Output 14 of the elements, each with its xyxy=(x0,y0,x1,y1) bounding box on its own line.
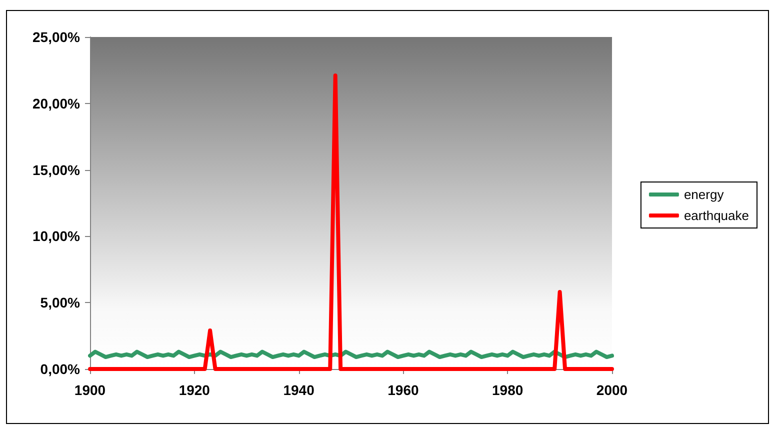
y-tick-label: 25,00% xyxy=(32,29,81,45)
legend-label: earthquake xyxy=(684,208,750,223)
y-tick-label: 0,00% xyxy=(40,361,81,377)
x-tick-label: 2000 xyxy=(596,382,628,398)
y-tick-label: 10,00% xyxy=(32,228,81,244)
x-tick-label: 1980 xyxy=(492,382,524,398)
legend-label: energy xyxy=(684,187,724,202)
x-tick-label: 1960 xyxy=(388,382,419,398)
y-tick-label: 15,00% xyxy=(32,162,81,178)
x-tick-label: 1920 xyxy=(178,382,210,398)
x-tick-label: 1900 xyxy=(74,382,106,398)
y-tick-label: 20,00% xyxy=(32,95,81,112)
x-tick-label: 1940 xyxy=(283,382,315,398)
y-tick-label: 5,00% xyxy=(40,294,81,311)
